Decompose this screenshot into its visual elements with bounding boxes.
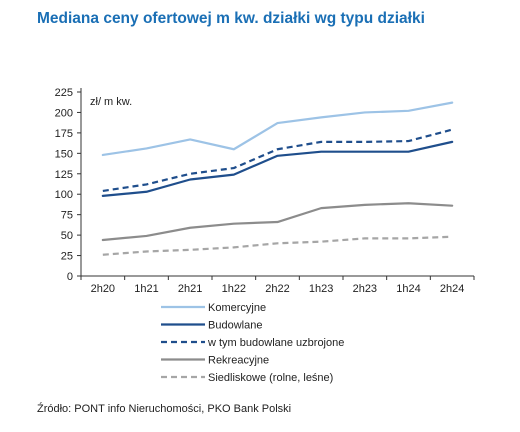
- y-tick-label: 175: [55, 128, 73, 140]
- x-tick-label: 1h24: [396, 283, 420, 295]
- y-tick-label: 200: [55, 107, 73, 119]
- x-tick-label: 2h21: [178, 283, 202, 295]
- series-layer: [101, 101, 454, 256]
- legend-label: w tym budowlane uzbrojone: [207, 337, 344, 349]
- x-tick-label: 2h22: [265, 283, 289, 295]
- y-tick-label: 0: [67, 271, 73, 283]
- series-line: [102, 235, 453, 256]
- x-tick-label: 2h20: [91, 283, 115, 295]
- x-tick-label: 2h24: [440, 283, 464, 295]
- legend-label: Komercyjne: [208, 302, 266, 314]
- y-tick-label: 100: [55, 189, 73, 201]
- series-line: [101, 202, 454, 242]
- y-tick-label: 225: [55, 87, 73, 99]
- series-line: [102, 128, 453, 193]
- x-tick-label: 1h21: [134, 283, 158, 295]
- y-tick-label: 50: [61, 230, 73, 242]
- x-tick-label: 1h22: [222, 283, 246, 295]
- y-tick-label: 75: [61, 210, 73, 222]
- legend-label: Siedliskowe (rolne, leśne): [208, 372, 333, 384]
- chart-axes: 0 25 50 75 100 125 150 175 200 225 2h20 1h21 2h21 1h2…: [55, 87, 475, 295]
- x-tick-label: 2h23: [353, 283, 377, 295]
- series-2: [101, 140, 454, 197]
- unit-label: zł/ m kw.: [90, 96, 132, 108]
- series-5: [102, 235, 453, 256]
- legend-label: Rekreacyjne: [208, 355, 269, 367]
- y-tick-label: 125: [55, 169, 73, 181]
- series-1: [101, 101, 454, 157]
- legend-label: Budowlane: [208, 320, 262, 332]
- legend: Komercyjne Budowlane w tym budowlane uzbro…: [161, 302, 344, 384]
- chart-title: Mediana ceny ofertowej m kw. działki wg …: [37, 10, 425, 27]
- y-tick-label: 25: [61, 251, 73, 263]
- series-line: [101, 101, 454, 157]
- x-tick-label: 1h23: [309, 283, 333, 295]
- y-tick-label: 150: [55, 148, 73, 160]
- source-note: Źródło: PONT info Nieruchomości, PKO Ban…: [37, 403, 292, 415]
- series-4: [101, 202, 454, 242]
- series-3: [102, 128, 453, 193]
